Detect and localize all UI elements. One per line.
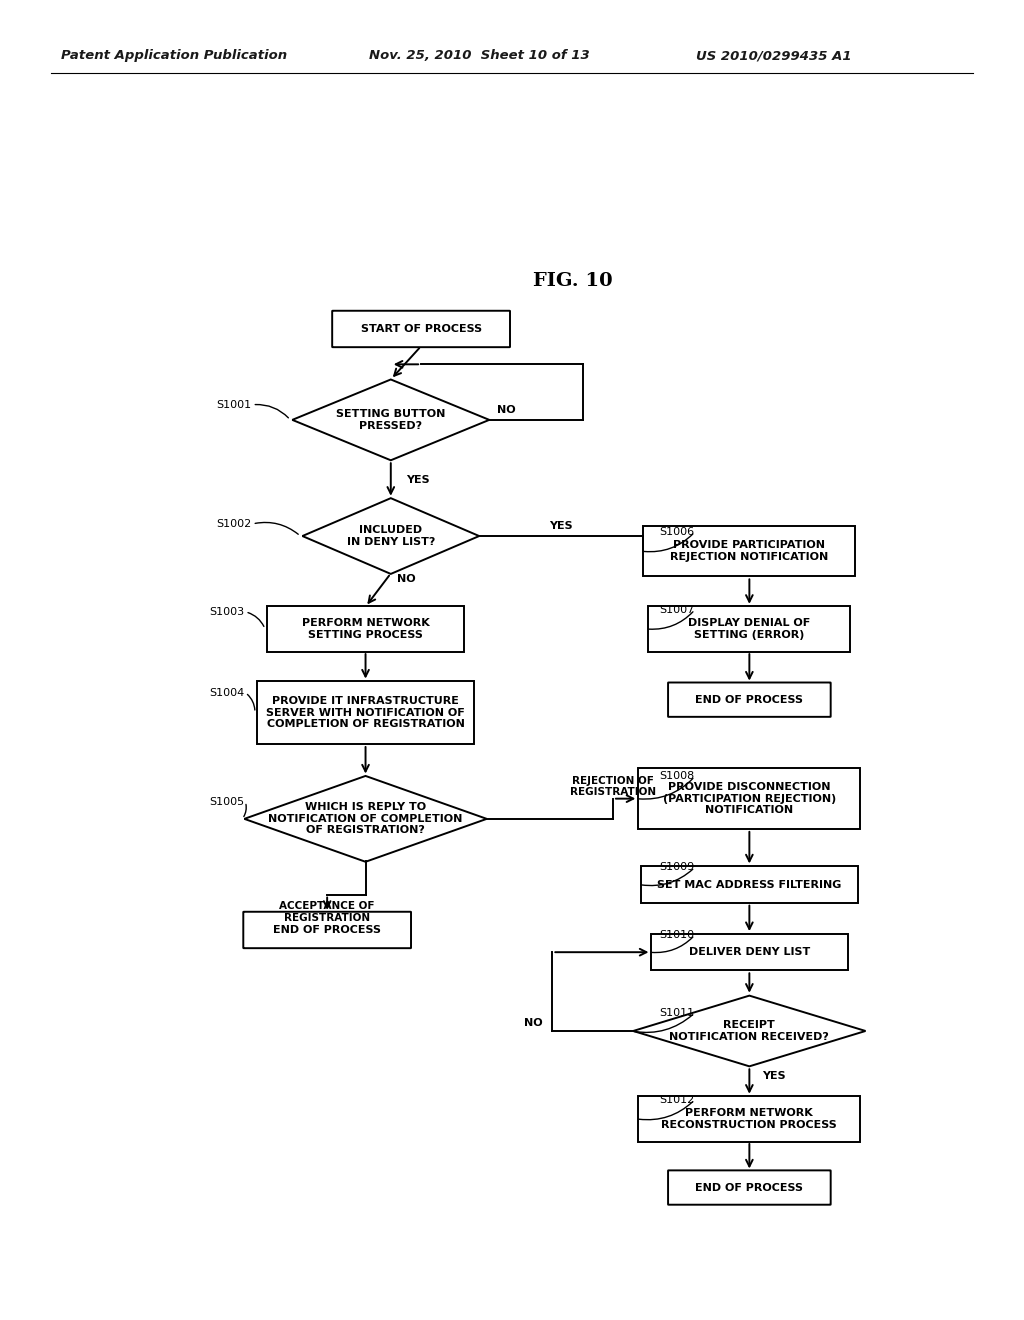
Text: NO: NO — [523, 1018, 543, 1028]
Text: S1001: S1001 — [217, 400, 252, 409]
FancyBboxPatch shape — [668, 682, 830, 717]
Polygon shape — [302, 498, 479, 574]
Text: FIG. 10: FIG. 10 — [532, 272, 612, 290]
Text: S1008: S1008 — [659, 771, 694, 781]
Text: S1004: S1004 — [210, 688, 245, 697]
Bar — [257, 681, 474, 744]
Text: PERFORM NETWORK
SETTING PROCESS: PERFORM NETWORK SETTING PROCESS — [302, 618, 429, 640]
Text: S1002: S1002 — [217, 519, 252, 529]
Text: S1012: S1012 — [659, 1094, 694, 1105]
Text: S1010: S1010 — [659, 931, 694, 940]
Text: NO: NO — [497, 405, 515, 414]
Text: S1009: S1009 — [659, 862, 694, 873]
Text: Patent Application Publication: Patent Application Publication — [61, 49, 288, 62]
Bar — [641, 866, 858, 903]
Text: US 2010/0299435 A1: US 2010/0299435 A1 — [696, 49, 852, 62]
Text: DELIVER DENY LIST: DELIVER DENY LIST — [689, 948, 810, 957]
Text: PERFORM NETWORK
RECONSTRUCTION PROCESS: PERFORM NETWORK RECONSTRUCTION PROCESS — [662, 1107, 838, 1130]
Text: END OF PROCESS: END OF PROCESS — [695, 1183, 804, 1192]
Bar — [651, 935, 848, 970]
Text: END OF PROCESS: END OF PROCESS — [273, 925, 381, 935]
FancyBboxPatch shape — [668, 1171, 830, 1205]
Text: S1003: S1003 — [210, 607, 245, 616]
Polygon shape — [245, 776, 486, 862]
Text: YES: YES — [406, 475, 429, 486]
Text: Nov. 25, 2010  Sheet 10 of 13: Nov. 25, 2010 Sheet 10 of 13 — [369, 49, 590, 62]
Text: S1007: S1007 — [659, 605, 694, 615]
Text: RECEIPT
NOTIFICATION RECEIVED?: RECEIPT NOTIFICATION RECEIVED? — [670, 1020, 829, 1041]
Text: REJECTION OF
REGISTRATION: REJECTION OF REGISTRATION — [570, 776, 656, 797]
Text: PROVIDE DISCONNECTION
(PARTICIPATION REJECTION)
NOTIFICATION: PROVIDE DISCONNECTION (PARTICIPATION REJ… — [663, 781, 836, 816]
Text: PROVIDE PARTICIPATION
REJECTION NOTIFICATION: PROVIDE PARTICIPATION REJECTION NOTIFICA… — [671, 540, 828, 562]
Text: S1006: S1006 — [659, 527, 694, 537]
FancyBboxPatch shape — [332, 310, 510, 347]
Bar — [643, 525, 855, 577]
Text: END OF PROCESS: END OF PROCESS — [695, 694, 804, 705]
Text: S1011: S1011 — [659, 1007, 694, 1018]
Text: INCLUDED
IN DENY LIST?: INCLUDED IN DENY LIST? — [346, 525, 435, 546]
Text: PROVIDE IT INFRASTRUCTURE
SERVER WITH NOTIFICATION OF
COMPLETION OF REGISTRATION: PROVIDE IT INFRASTRUCTURE SERVER WITH NO… — [266, 696, 465, 730]
FancyBboxPatch shape — [244, 912, 411, 948]
Polygon shape — [292, 379, 489, 461]
Text: SET MAC ADDRESS FILTERING: SET MAC ADDRESS FILTERING — [657, 879, 842, 890]
Text: NO: NO — [397, 574, 416, 585]
Text: ACCEPTANCE OF
REGISTRATION: ACCEPTANCE OF REGISTRATION — [280, 902, 375, 923]
Text: YES: YES — [549, 521, 572, 531]
Polygon shape — [633, 995, 865, 1067]
Bar — [638, 1096, 860, 1142]
Bar — [267, 606, 464, 652]
Text: WHICH IS REPLY TO
NOTIFICATION OF COMPLETION
OF REGISTRATION?: WHICH IS REPLY TO NOTIFICATION OF COMPLE… — [268, 803, 463, 836]
Text: SETTING BUTTON
PRESSED?: SETTING BUTTON PRESSED? — [336, 409, 445, 430]
Text: S1005: S1005 — [210, 797, 245, 807]
Text: START OF PROCESS: START OF PROCESS — [360, 323, 481, 334]
Bar — [638, 768, 860, 829]
Bar — [648, 606, 850, 652]
Text: DISPLAY DENIAL OF
SETTING (ERROR): DISPLAY DENIAL OF SETTING (ERROR) — [688, 618, 810, 640]
Text: YES: YES — [763, 1072, 786, 1081]
